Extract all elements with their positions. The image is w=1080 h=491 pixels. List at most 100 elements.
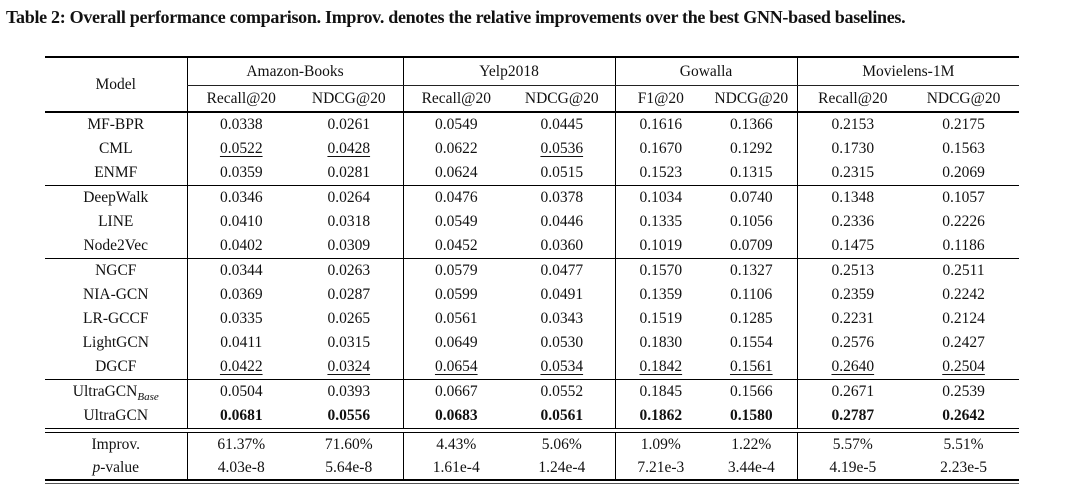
metric-value-cell: 0.2226 <box>908 210 1019 234</box>
metric-value-cell: 0.2513 <box>796 258 909 283</box>
metric-value: 0.0477 <box>540 262 584 279</box>
model-name-label: LR-GCCF <box>83 310 149 327</box>
metric-value-cell: 0.0264 <box>295 186 403 211</box>
table-row: LR-GCCF 0.0335 0.0265 0.0561 0.0343 0.1519 0.1… <box>45 307 1019 331</box>
improv-label: Improv. <box>91 436 141 453</box>
metric-value-cell: 0.0654 <box>402 355 510 380</box>
metric-value: 0.0287 <box>327 286 371 303</box>
metric-value: 0.2671 <box>831 383 875 400</box>
metric-value: 0.0556 <box>327 407 371 424</box>
metric-value-cell: 0.2427 <box>908 331 1019 355</box>
metric-value-cell: 0.0549 <box>402 210 510 234</box>
metric-value-cell: 0.0709 <box>706 234 797 259</box>
p-italic: p <box>92 459 101 476</box>
dataset-group-header: Yelp2018 <box>402 57 616 86</box>
metric-value-cell: 0.1292 <box>706 137 797 161</box>
p-value-cell: 1.24e-4 <box>509 456 616 481</box>
improv-value-cell: 1.09% <box>614 432 707 456</box>
metric-value: 0.1359 <box>639 286 683 303</box>
metric-value-cell: 0.0491 <box>509 283 615 307</box>
metric-column-header: Recall@20 <box>402 85 510 113</box>
metric-value: 0.0522 <box>219 140 263 157</box>
metric-value-cell: 0.1285 <box>706 307 797 331</box>
p-value-cell: 1.61e-4 <box>402 456 510 481</box>
metric-value-cell: 0.0530 <box>509 331 615 355</box>
model-name-label: Node2Vec <box>83 237 149 254</box>
metric-value-cell: 0.1019 <box>614 234 707 259</box>
metric-value-cell: 0.1580 <box>706 404 797 429</box>
summary-footer: Improv. 61.37% 71.60% 4.43% 5.06% 1.09% 1.22% 5… <box>45 432 1020 481</box>
metric-value: 0.0338 <box>219 116 263 133</box>
metric-column-header: Recall@20 <box>796 85 909 113</box>
model-name-label: NIA-GCN <box>83 286 149 303</box>
results-table: Model Amazon-Books Yelp2018 Gowalla Movielen… <box>45 56 1020 484</box>
metric-value-cell: 0.1563 <box>908 137 1019 161</box>
model-name: UltraGCN <box>45 404 187 429</box>
bottom-rule <box>45 480 1020 484</box>
model-name-subscript: Base <box>137 391 159 404</box>
table-row: Node2Vec 0.0402 0.0309 0.0452 0.0360 0.1019 0.… <box>45 234 1019 259</box>
table-row: LINE 0.0410 0.0318 0.0549 0.0446 0.1335 0.1056… <box>45 210 1019 234</box>
metric-column-header: NDCG@20 <box>908 85 1020 113</box>
metric-value-cell: 0.0534 <box>509 355 615 380</box>
metric-value: 0.2642 <box>942 407 985 424</box>
metric-value: 0.0446 <box>540 213 584 230</box>
metric-value: 0.2336 <box>831 213 875 230</box>
metric-value: 0.0402 <box>219 237 263 254</box>
metric-value-cell: 0.0549 <box>402 112 510 137</box>
metric-value-cell: 0.0561 <box>402 307 510 331</box>
metric-value-cell: 0.1845 <box>614 379 707 404</box>
model-name-label: DGCF <box>95 358 137 375</box>
dataset-group-header: Movielens-1M <box>796 57 1020 86</box>
metric-value-cell: 0.0343 <box>509 307 615 331</box>
metric-value-cell: 0.0428 <box>295 137 403 161</box>
metric-value-cell: 0.0622 <box>402 137 510 161</box>
metric-value: 0.0622 <box>434 140 478 157</box>
model-name-label: LINE <box>98 213 134 230</box>
table-row: DGCF 0.0422 0.0324 0.0654 0.0534 0.1842 0.1561… <box>45 355 1019 380</box>
metric-value: 0.0452 <box>434 237 478 254</box>
metric-value: 0.0315 <box>327 334 371 351</box>
metric-value: 0.0709 <box>729 237 773 254</box>
metric-value: 0.1335 <box>639 213 683 230</box>
metric-value-cell: 0.1830 <box>614 331 707 355</box>
metric-value-cell: 0.0324 <box>295 355 403 380</box>
metric-value-cell: 0.0360 <box>509 234 615 259</box>
table-row: UltraGCN 0.0681 0.0556 0.0683 0.0561 0.1862 0.… <box>45 404 1019 429</box>
improv-value-cell: 1.22% <box>731 436 772 453</box>
improv-value-cell: 61.37% <box>186 432 295 456</box>
metric-value: 0.1523 <box>639 164 683 181</box>
metric-value-cell: 0.2504 <box>908 355 1019 380</box>
metric-value: 0.1561 <box>729 358 773 375</box>
metric-value-cell: 0.1570 <box>614 258 707 283</box>
metric-value-cell: 0.1475 <box>796 234 909 259</box>
metric-value: 0.2124 <box>942 310 985 327</box>
metric-value-cell: 0.0261 <box>295 112 403 137</box>
metric-value: 0.0549 <box>434 116 478 133</box>
model-name-label: UltraGCN <box>83 407 149 424</box>
rule-gap-row <box>45 428 1020 433</box>
metric-value: 0.1327 <box>729 262 773 279</box>
metric-value: 0.2513 <box>831 262 875 279</box>
metric-column-header: NDCG@20 <box>706 85 798 113</box>
metric-value-cell: 0.1842 <box>614 355 707 380</box>
metric-value: 0.0683 <box>434 407 478 424</box>
metric-value-cell: 0.0649 <box>402 331 510 355</box>
rule-gap <box>45 428 1020 433</box>
metric-value: 0.0309 <box>327 237 371 254</box>
metric-value-cell: 0.0556 <box>295 404 403 429</box>
metric-value: 0.1056 <box>729 213 773 230</box>
metric-value-cell: 0.2175 <box>908 112 1019 137</box>
metric-value-cell: 0.1186 <box>908 234 1019 259</box>
metric-value-cell: 0.0318 <box>295 210 403 234</box>
metric-value-cell: 0.0287 <box>295 283 403 307</box>
model-name: DGCF <box>45 355 187 380</box>
table-row: NGCF 0.0344 0.0263 0.0579 0.0477 0.1570 0.1327… <box>45 258 1019 283</box>
metric-value: 0.2539 <box>942 383 985 400</box>
model-name: UltraGCNBase <box>45 380 187 405</box>
metric-value: 0.0579 <box>434 262 478 279</box>
p-value-cell: 4.03e-8 <box>186 456 295 481</box>
metric-value-cell: 0.1862 <box>614 404 707 429</box>
model-name: CML <box>45 137 187 161</box>
metric-value-cell: 0.1519 <box>614 307 707 331</box>
